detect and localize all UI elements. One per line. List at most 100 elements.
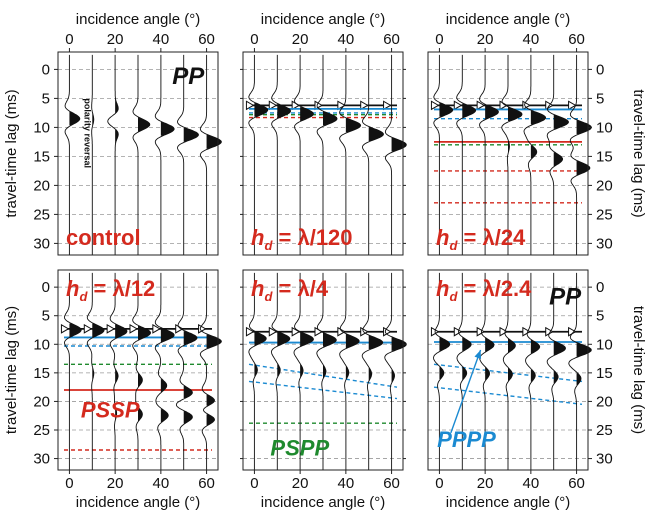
y-axis-title: travel-time lag (ms) (3, 306, 20, 434)
trace-50 (175, 272, 198, 470)
x-tick-label: 60 (383, 475, 400, 492)
trace-fill (277, 103, 291, 119)
pick-marker (60, 323, 70, 334)
trace-0 (64, 54, 81, 255)
y-tick-label: 20 (596, 177, 613, 194)
trace-fill (183, 128, 199, 142)
trace-fill (300, 107, 314, 121)
panel-label: hd = λ/12 (66, 276, 155, 304)
x-tick-label: 60 (568, 31, 585, 48)
panel-frame (427, 269, 589, 471)
trace-fill (391, 337, 407, 383)
pick-marker (476, 100, 486, 111)
x-tick-label: 20 (107, 475, 124, 492)
pick-marker (430, 100, 440, 111)
y-tick-label: 10 (33, 336, 50, 353)
trace-10 (86, 272, 105, 470)
y-tick-label: 0 (42, 61, 50, 78)
trace-30 (132, 272, 152, 470)
trace-fill (69, 323, 82, 338)
trace-20 (109, 272, 128, 470)
y-tick-label: 10 (33, 119, 50, 136)
trace-fill (323, 111, 337, 126)
y-tick-label: 30 (33, 451, 50, 468)
y-tick-label: 25 (33, 422, 50, 439)
trace-fill (138, 117, 150, 132)
trace-50 (362, 54, 384, 255)
panel-label: hd = λ/2.4 (436, 276, 532, 304)
trace-10 (271, 54, 291, 255)
trace-fill (576, 343, 592, 386)
x-axis-title: incidence angle (°) (76, 494, 200, 511)
pick-marker (499, 326, 509, 337)
x-tick-label: 20 (292, 475, 309, 492)
trace-fill (160, 327, 175, 422)
trace-fill (277, 332, 290, 377)
trace-40 (154, 272, 175, 470)
y-tick-label: 5 (596, 308, 604, 325)
trace-fill (485, 104, 499, 120)
trace-60 (199, 54, 222, 255)
panel-label: control (66, 225, 141, 250)
trace-40 (154, 54, 175, 255)
x-tick-label: 40 (338, 475, 355, 492)
x-axis-title: incidence angle (°) (76, 11, 200, 28)
y-tick-label: 15 (596, 365, 613, 382)
trace-30 (132, 54, 151, 255)
pppp-arrow-head (474, 350, 482, 359)
trace-fill (485, 338, 494, 380)
pick-marker (453, 326, 463, 337)
y-tick-label: 15 (596, 148, 613, 165)
trace-fill (553, 341, 566, 384)
pick-marker (383, 100, 392, 111)
trace-fill (368, 335, 383, 381)
pick-marker (337, 326, 346, 337)
x-tick-label: 40 (523, 31, 540, 48)
trace-10 (91, 54, 95, 255)
pick-marker (314, 100, 324, 111)
x-tick-label: 20 (477, 31, 494, 48)
trace-fill (439, 337, 450, 380)
trace-fill (345, 333, 360, 380)
x-tick-label: 0 (65, 31, 73, 48)
annotation-pppp: PPPP (437, 427, 496, 452)
trace-fill (92, 113, 94, 126)
x-axis-title: incidence angle (°) (446, 11, 570, 28)
trace-fill (439, 102, 453, 117)
trace-fill (115, 324, 127, 420)
y-tick-label: 30 (596, 235, 613, 252)
trace-fill (69, 111, 80, 126)
y-tick-label: 15 (33, 148, 50, 165)
trace-fill (368, 127, 384, 141)
x-axis-title: incidence angle (°) (261, 494, 385, 511)
trace-fill (530, 110, 546, 159)
y-tick-label: 25 (596, 206, 613, 223)
trace-50 (361, 272, 384, 470)
pick-marker (360, 100, 369, 111)
trace-fill (115, 98, 119, 144)
trace-50 (177, 54, 199, 255)
trace-fill (462, 103, 476, 118)
pick-marker (83, 323, 93, 334)
x-tick-label: 20 (292, 31, 309, 48)
x-tick-label: 0 (250, 31, 258, 48)
y-tick-label: 5 (596, 90, 604, 107)
trace-20 (479, 54, 499, 255)
panel-label: hd = λ/120 (251, 225, 353, 253)
pick-marker (268, 326, 278, 337)
trace-fill (160, 121, 175, 136)
annotation-pp: PP (549, 283, 582, 310)
y-tick-label: 5 (42, 90, 50, 107)
annotation-pp: PP (172, 63, 205, 90)
pick-marker (476, 326, 486, 337)
trace-0 (64, 272, 82, 470)
panel-l12: 0 20 40 60 0 5 10 15 20 25 30 hd = λ/12 PSSP (33, 269, 222, 492)
pick-marker (245, 100, 255, 111)
pick-marker (152, 323, 161, 334)
trace-0 (248, 54, 269, 255)
x-tick-label: 20 (477, 475, 494, 492)
y-tick-label: 30 (596, 451, 613, 468)
trace-fill (345, 118, 361, 133)
